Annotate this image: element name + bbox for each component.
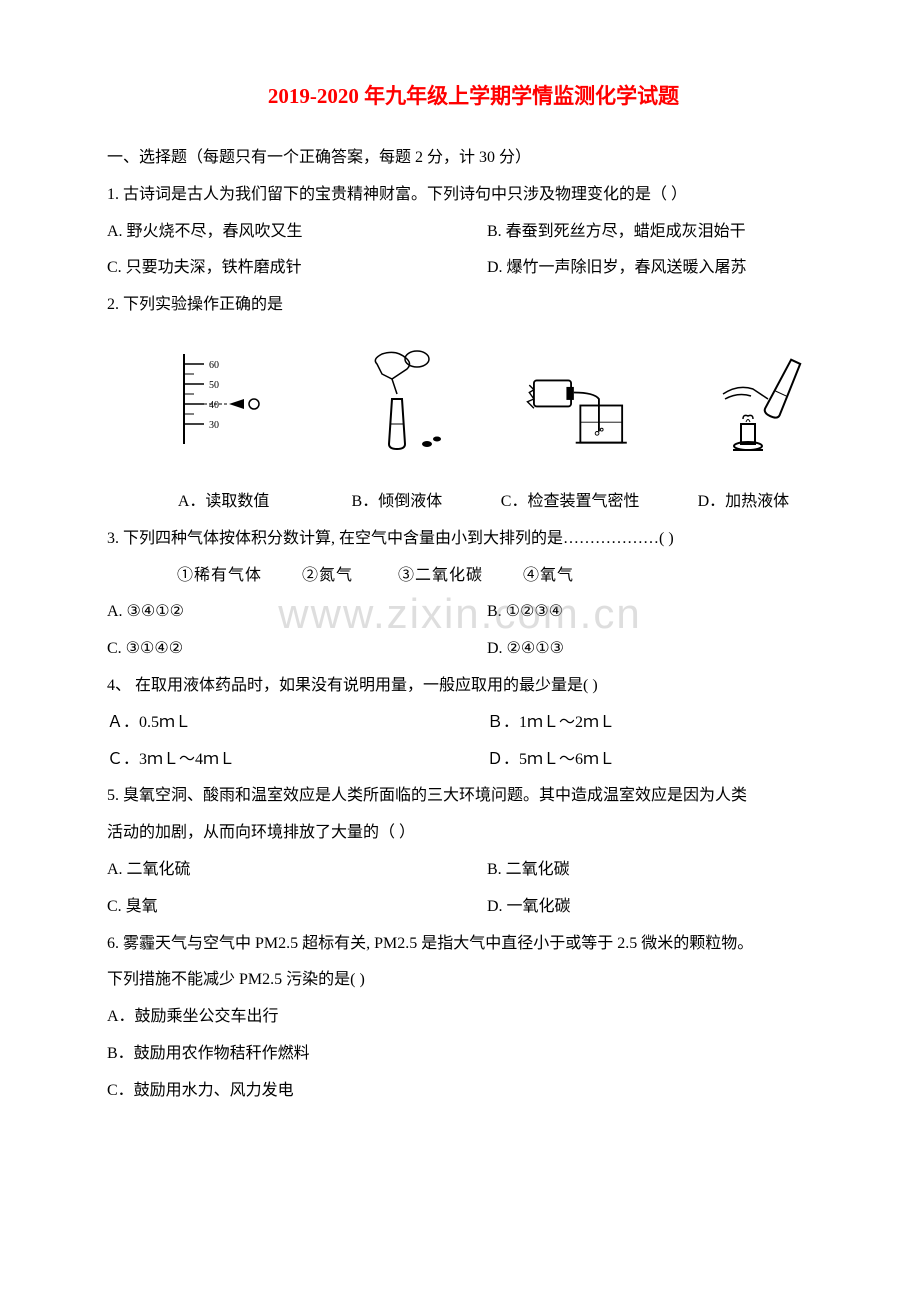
q4-option-c: Ｃ．3ｍＬ～4ｍＬ: [107, 742, 487, 779]
exam-title: 2019-2020 年九年级上学期学情监测化学试题: [107, 80, 840, 110]
q6-option-b: B．鼓励用农作物秸秆作燃料: [107, 1036, 840, 1073]
question-6-stem-line1: 6. 雾霾天气与空气中 PM2.5 超标有关, PM2.5 是指大气中直径小于或…: [107, 926, 840, 963]
q2-label-c: C．检查装置气密性: [484, 484, 657, 521]
question-3-stem: 3. 下列四种气体按体积分数计算, 在空气中含量由小到大排列的是………………( …: [107, 521, 840, 558]
question-5-stem-line1: 5. 臭氧空洞、酸雨和温室效应是人类所面临的三大环境问题。其中造成温室效应是因为…: [107, 778, 840, 815]
q5-option-d: D. 一氧化碳: [487, 889, 840, 926]
svg-text:50: 50: [209, 380, 219, 391]
q1-option-d: D. 爆竹一声除旧岁，春风送暖入屠苏: [487, 250, 840, 287]
q2-figure-a: 60 50 40 30: [154, 344, 284, 454]
q1-option-b: B. 春蚕到死丝方尽，蜡炬成灰泪始干: [487, 214, 840, 251]
heating-liquid-icon: [703, 344, 833, 454]
q3-items: ①稀有气体 ②氮气 ③二氧化碳 ④氧气: [107, 558, 840, 595]
question-4-stem: 4、 在取用液体药品时，如果没有说明用量，一般应取用的最少量是( ): [107, 668, 840, 705]
question-6-stem-line2: 下列措施不能减少 PM2.5 污染的是( ): [107, 962, 840, 999]
q5-option-b: B. 二氧化碳: [487, 852, 840, 889]
q3-option-b: B. ①②③④: [487, 594, 840, 631]
q2-labels-row: A．读取数值 B．倾倒液体 C．检查装置气密性 D．加热液体: [107, 484, 840, 521]
question-1-stem: 1. 古诗词是古人为我们留下的宝贵精神财富。下列诗句中只涉及物理变化的是（ ）: [107, 177, 840, 214]
q6-option-a: A．鼓励乘坐公交车出行: [107, 999, 840, 1036]
svg-text:60: 60: [209, 360, 219, 371]
q2-figure-d: [703, 344, 833, 454]
q3-option-c: C. ③①④②: [107, 631, 487, 668]
q2-figure-c: [520, 344, 650, 454]
q4-option-d: Ｄ．5ｍＬ～6ｍＬ: [487, 742, 840, 779]
q3-option-d: D. ②④①③: [487, 631, 840, 668]
q1-option-a: A. 野火烧不尽，春风吹又生: [107, 214, 487, 251]
svg-text:30: 30: [209, 420, 219, 431]
question-2-stem: 2. 下列实验操作正确的是: [107, 287, 840, 324]
pouring-liquid-icon: [337, 344, 467, 454]
q1-option-c: C. 只要功夫深，铁杵磨成针: [107, 250, 487, 287]
q4-option-b: Ｂ．1ｍＬ～2ｍＬ: [487, 705, 840, 742]
q2-label-b: B．倾倒液体: [310, 484, 483, 521]
q6-option-c: C．鼓励用水力、风力发电: [107, 1073, 840, 1110]
q5-option-a: A. 二氧化硫: [107, 852, 487, 889]
q3-option-a: A. ③④①②: [107, 594, 487, 631]
q2-figures-row: 60 50 40 30: [127, 344, 860, 454]
section-1-header: 一、选择题（每题只有一个正确答案，每题 2 分，计 30 分）: [107, 140, 840, 177]
q4-option-a: Ａ．0.5ｍＬ: [107, 705, 487, 742]
q2-label-a: A．读取数值: [137, 484, 310, 521]
exam-content: 一、选择题（每题只有一个正确答案，每题 2 分，计 30 分） 1. 古诗词是古…: [107, 140, 840, 1110]
q5-option-c: C. 臭氧: [107, 889, 487, 926]
graduated-cylinder-icon: 60 50 40 30: [154, 344, 284, 454]
q2-label-d: D．加热液体: [657, 484, 830, 521]
svg-text:40: 40: [209, 400, 219, 411]
q2-figure-b: [337, 344, 467, 454]
airtight-check-icon: [520, 344, 650, 454]
question-5-stem-line2: 活动的加剧，从而向环境排放了大量的（ ）: [107, 815, 840, 852]
